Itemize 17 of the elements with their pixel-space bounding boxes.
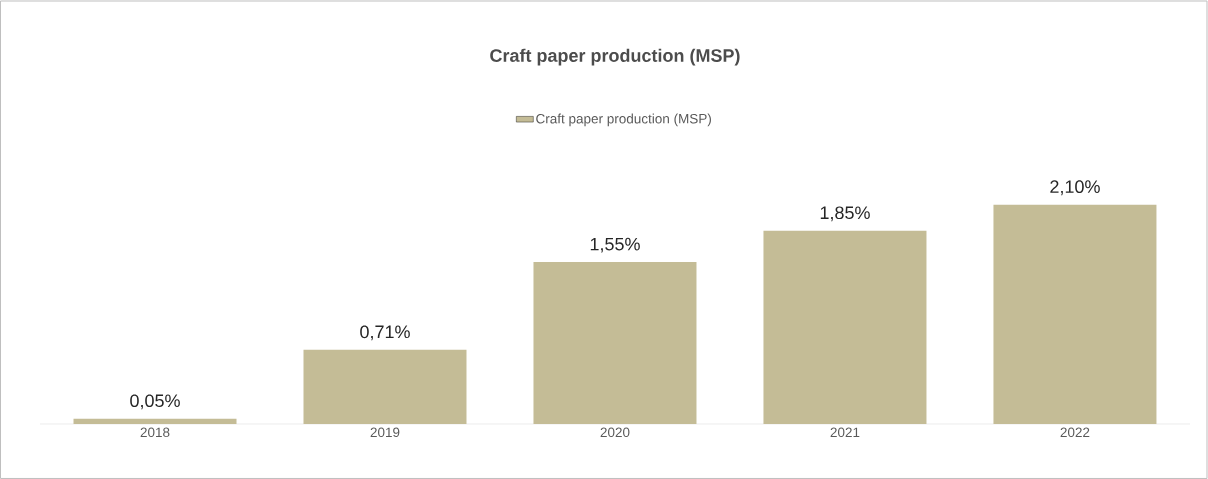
x-tick-label: 2020 (600, 427, 630, 438)
data-label: 1,85% (820, 206, 870, 222)
bar (73, 418, 237, 424)
bar (763, 230, 927, 424)
data-label: 0,71% (360, 325, 410, 341)
chart-title: Craft paper production (MSP) (490, 48, 740, 66)
data-label: 0,05% (130, 394, 180, 410)
x-tick-label: 2018 (140, 427, 170, 438)
data-label: 1,55% (590, 237, 640, 253)
bar (303, 349, 467, 424)
x-tick-label: 2021 (830, 427, 860, 438)
data-label: 2,10% (1050, 180, 1100, 196)
x-tick-label: 2022 (1060, 427, 1090, 438)
legend-label: Craft paper production (MSP) (536, 113, 711, 127)
bar (993, 204, 1157, 424)
x-tick-label: 2019 (370, 427, 400, 438)
bar (533, 262, 697, 424)
